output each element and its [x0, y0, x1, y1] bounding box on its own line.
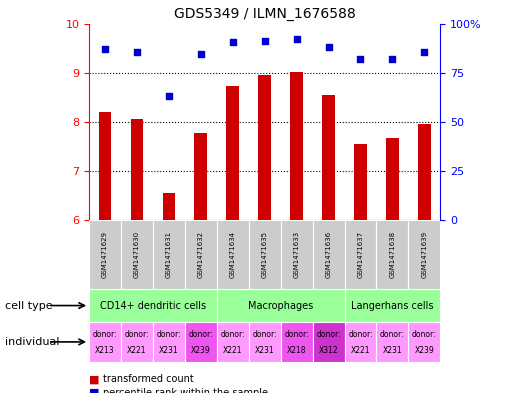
Text: GSM1471632: GSM1471632: [198, 231, 204, 278]
Text: GSM1471637: GSM1471637: [357, 231, 363, 278]
Point: [197, 51, 205, 57]
Point: [229, 39, 237, 46]
Bar: [345, 220, 377, 289]
Title: GDS5349 / ILMN_1676588: GDS5349 / ILMN_1676588: [174, 7, 356, 21]
Point: [261, 38, 269, 44]
Text: X213: X213: [95, 346, 115, 355]
Text: CD14+ dendritic cells: CD14+ dendritic cells: [100, 301, 206, 310]
Text: X231: X231: [159, 346, 179, 355]
Text: donor:: donor:: [93, 330, 118, 338]
Text: GSM1471633: GSM1471633: [294, 231, 300, 278]
Point: [420, 49, 429, 55]
Bar: [185, 322, 217, 362]
Text: GSM1471631: GSM1471631: [166, 231, 172, 278]
Text: GSM1471638: GSM1471638: [389, 231, 395, 278]
Text: X231: X231: [383, 346, 402, 355]
Bar: [217, 289, 345, 322]
Bar: [121, 322, 153, 362]
Text: GSM1471634: GSM1471634: [230, 231, 236, 278]
Bar: [280, 322, 313, 362]
Text: GSM1471635: GSM1471635: [262, 231, 268, 278]
Bar: [313, 220, 345, 289]
Bar: [386, 138, 399, 220]
Bar: [185, 220, 217, 289]
Bar: [217, 322, 249, 362]
Bar: [131, 119, 144, 220]
Bar: [194, 133, 207, 220]
Text: individual: individual: [5, 337, 60, 347]
Bar: [99, 112, 111, 220]
Text: X239: X239: [191, 346, 211, 355]
Point: [101, 46, 109, 52]
Text: GSM1471636: GSM1471636: [326, 231, 331, 278]
Text: ■: ■: [89, 374, 103, 384]
Point: [356, 56, 364, 62]
Text: donor:: donor:: [285, 330, 309, 338]
Text: X218: X218: [287, 346, 306, 355]
Text: ■: ■: [89, 388, 103, 393]
Text: Langerhans cells: Langerhans cells: [351, 301, 434, 310]
Text: donor:: donor:: [188, 330, 213, 338]
Text: donor:: donor:: [252, 330, 277, 338]
Bar: [227, 86, 239, 220]
Text: donor:: donor:: [380, 330, 405, 338]
Bar: [153, 322, 185, 362]
Bar: [258, 75, 271, 220]
Bar: [377, 220, 408, 289]
Text: donor:: donor:: [220, 330, 245, 338]
Bar: [354, 144, 367, 220]
Text: GSM1471639: GSM1471639: [421, 231, 428, 278]
Bar: [313, 322, 345, 362]
Text: donor:: donor:: [316, 330, 341, 338]
Text: X312: X312: [319, 346, 338, 355]
Bar: [345, 322, 377, 362]
Text: transformed count: transformed count: [103, 374, 194, 384]
Bar: [153, 220, 185, 289]
Text: GSM1471629: GSM1471629: [102, 231, 108, 278]
Text: X221: X221: [351, 346, 370, 355]
Bar: [408, 220, 440, 289]
Bar: [89, 220, 121, 289]
Bar: [89, 289, 217, 322]
Text: percentile rank within the sample: percentile rank within the sample: [103, 388, 268, 393]
Text: Macrophages: Macrophages: [248, 301, 313, 310]
Bar: [280, 220, 313, 289]
Bar: [121, 220, 153, 289]
Point: [388, 56, 397, 62]
Text: X221: X221: [223, 346, 242, 355]
Bar: [322, 95, 335, 220]
Point: [324, 44, 332, 50]
Bar: [162, 193, 175, 220]
Text: X239: X239: [414, 346, 434, 355]
Point: [133, 49, 141, 55]
Text: donor:: donor:: [348, 330, 373, 338]
Bar: [377, 322, 408, 362]
Text: donor:: donor:: [412, 330, 437, 338]
Bar: [408, 322, 440, 362]
Bar: [249, 220, 280, 289]
Bar: [89, 322, 121, 362]
Text: X221: X221: [127, 346, 147, 355]
Bar: [290, 72, 303, 220]
Bar: [217, 220, 249, 289]
Point: [293, 36, 301, 42]
Bar: [345, 289, 440, 322]
Text: donor:: donor:: [125, 330, 149, 338]
Text: cell type: cell type: [5, 301, 53, 310]
Bar: [418, 124, 431, 220]
Bar: [249, 322, 280, 362]
Text: donor:: donor:: [157, 330, 181, 338]
Text: GSM1471630: GSM1471630: [134, 231, 140, 278]
Point: [165, 93, 173, 99]
Text: X231: X231: [255, 346, 274, 355]
